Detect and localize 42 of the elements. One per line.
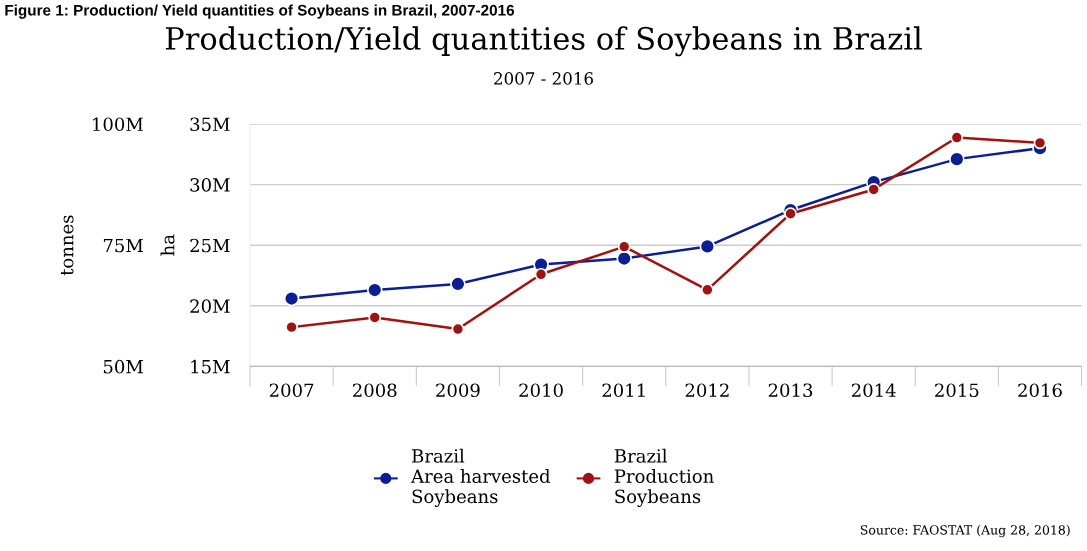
x-tick-label: 2009 xyxy=(436,383,480,398)
y2-tick-label: 100M xyxy=(93,117,143,132)
point xyxy=(534,267,548,281)
point xyxy=(368,311,382,324)
y-tick-label: 30M xyxy=(190,178,230,192)
y2-tick-label: 75M xyxy=(103,238,143,253)
point xyxy=(784,207,797,221)
legend-label: Brazil Production Soybeans xyxy=(614,448,714,507)
point xyxy=(366,282,383,298)
chart-subtitle: 2007 - 2016 xyxy=(494,72,593,85)
point xyxy=(867,183,881,196)
y2-tick-label: 50M xyxy=(103,359,143,374)
x-tick-label: 2014 xyxy=(851,383,896,398)
source-note: Source: FAOSTAT (Aug 28, 2018) xyxy=(860,524,1070,538)
legend-label: Brazil Area harvested Soybeans xyxy=(410,448,551,507)
x-tick-label: 2016 xyxy=(1018,383,1062,398)
x-tick-label: 2011 xyxy=(602,383,645,398)
point xyxy=(950,131,964,144)
x-tick-label: 2015 xyxy=(935,383,979,398)
point xyxy=(617,240,631,254)
point xyxy=(1033,136,1047,150)
point xyxy=(283,290,300,307)
point xyxy=(949,151,965,167)
point xyxy=(450,276,466,292)
x-tick-label: 2010 xyxy=(519,383,563,398)
point xyxy=(451,322,465,336)
y-tick-label: 20M xyxy=(190,299,230,313)
x-tick-label: 2012 xyxy=(685,383,729,398)
x-tick-label: 2013 xyxy=(768,383,813,398)
x-tick-label: 2008 xyxy=(352,383,397,398)
y2-axis-title: tonnes xyxy=(60,215,74,276)
x-tick-label: 2007 xyxy=(269,383,314,398)
point xyxy=(285,320,298,334)
chart-title: Production/Yield quantities of Soybeans in Brazil xyxy=(165,26,922,57)
y-axis-title: ha xyxy=(160,234,175,256)
point xyxy=(700,283,714,297)
point xyxy=(699,238,716,255)
y-tick-label: 35M xyxy=(190,117,230,132)
y-tick-label: 25M xyxy=(190,238,230,253)
caption: Figure 1: Production/ Yield quantities of Soybeans in Brazil, 2007-2016 xyxy=(5,4,515,19)
y-tick-label: 15M xyxy=(191,359,230,374)
point xyxy=(616,250,632,267)
